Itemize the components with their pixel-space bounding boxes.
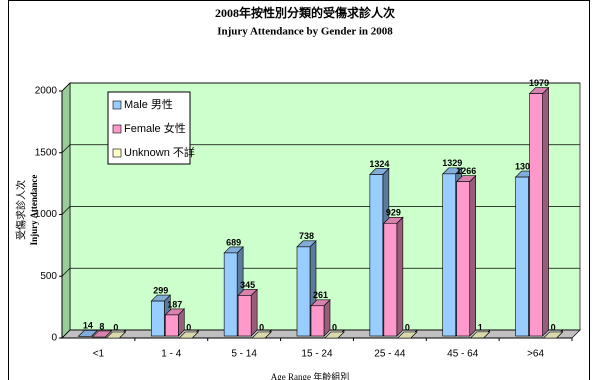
grid-line — [61, 267, 580, 277]
bar-front — [369, 174, 384, 337]
bar — [310, 299, 331, 337]
bar-front — [383, 222, 398, 337]
value-label: 1 — [478, 322, 483, 332]
bar-top — [397, 331, 418, 339]
bar — [105, 329, 127, 339]
value-label: 1329 — [442, 158, 462, 168]
bar — [91, 329, 113, 338]
grid-line — [61, 329, 580, 339]
bar — [383, 216, 404, 337]
bar — [397, 329, 418, 339]
y-axis-label: 受傷求診人次 — [14, 180, 27, 240]
bar — [528, 86, 550, 337]
value-label: 299 — [153, 285, 168, 295]
grid-line — [61, 206, 580, 215]
value-label: 0 — [259, 322, 264, 332]
bar-top — [469, 331, 491, 339]
bar — [324, 329, 345, 339]
bar-front — [223, 252, 238, 337]
value-label: 929 — [386, 208, 401, 218]
bar-top — [91, 330, 113, 338]
value-label: 0 — [113, 322, 118, 332]
value-label: 0 — [332, 322, 337, 332]
bar-side — [469, 174, 477, 337]
bar-top — [105, 331, 127, 339]
legend-label: Female 女性 — [124, 121, 186, 135]
grid-line — [61, 144, 580, 153]
bar — [251, 329, 272, 339]
bar-side — [396, 216, 404, 337]
y-tick-label: 2000 — [35, 86, 58, 97]
legend-label: Male 男性 — [124, 97, 173, 111]
legend-swatch — [112, 124, 122, 134]
bar-front — [150, 300, 165, 337]
x-tick-label: 15 - 24 — [301, 349, 333, 360]
value-label: 0 — [405, 322, 410, 332]
value-label: 1324 — [369, 159, 389, 169]
y-tick-label: 0 — [51, 333, 57, 344]
bar-top — [251, 331, 272, 339]
bar-top — [77, 329, 99, 337]
bar-side — [542, 86, 549, 337]
value-label: 345 — [240, 280, 255, 290]
value-label: 261 — [313, 290, 328, 300]
bar — [542, 329, 564, 339]
bar-front — [515, 176, 529, 337]
value-label: 0 — [551, 322, 556, 332]
bar-front — [296, 246, 311, 337]
bar-front — [310, 305, 325, 337]
value-label: 0 — [186, 322, 191, 332]
bar-top — [324, 331, 345, 339]
value-label: 689 — [226, 237, 241, 247]
x-tick-label: 1 - 4 — [161, 349, 181, 360]
legend-swatch — [112, 100, 122, 110]
bar-top — [542, 331, 564, 339]
chart-subtitle: Injury Attendance by Gender in 2008 — [217, 26, 393, 38]
bar — [469, 329, 491, 339]
y-tick-label: 1000 — [35, 209, 58, 220]
legend-swatch — [112, 148, 122, 158]
x-tick-label: 45 - 64 — [447, 349, 479, 360]
bar-front — [237, 295, 252, 337]
bar — [178, 329, 200, 339]
bar — [77, 329, 99, 337]
y-tick-label: 500 — [40, 271, 57, 282]
value-label: 738 — [299, 231, 314, 241]
bar — [455, 174, 477, 337]
chart-title: 2008年按性別分類的受傷求診人次 — [215, 5, 395, 20]
bar — [237, 288, 258, 337]
bar-front — [529, 93, 543, 337]
value-label: 1266 — [456, 166, 476, 176]
value-label: 8 — [99, 321, 104, 331]
y-tick-label: 1500 — [35, 147, 58, 158]
bar-front — [456, 181, 471, 337]
x-tick-label: 25 - 44 — [374, 349, 406, 360]
bar — [164, 308, 186, 337]
bar-side — [250, 288, 258, 337]
grid-line — [61, 82, 580, 92]
bar-front — [164, 314, 179, 337]
x-tick-label: <1 — [93, 349, 105, 360]
bar-front — [442, 173, 457, 337]
legend-label: Unknown 不詳 — [124, 145, 195, 159]
bar-top — [178, 331, 200, 339]
x-tick-label: 5 - 14 — [231, 349, 257, 360]
value-label: 187 — [167, 299, 182, 309]
value-label: 1303 — [515, 161, 535, 171]
value-label: 14 — [83, 321, 93, 331]
legend-box — [107, 91, 191, 165]
value-label: 1979 — [529, 78, 549, 88]
x-axis-label: Age Range 年齡組別 — [271, 371, 350, 380]
x-tick-label: >64 — [527, 349, 544, 360]
y-axis-label: Injury Attendance — [29, 175, 39, 246]
